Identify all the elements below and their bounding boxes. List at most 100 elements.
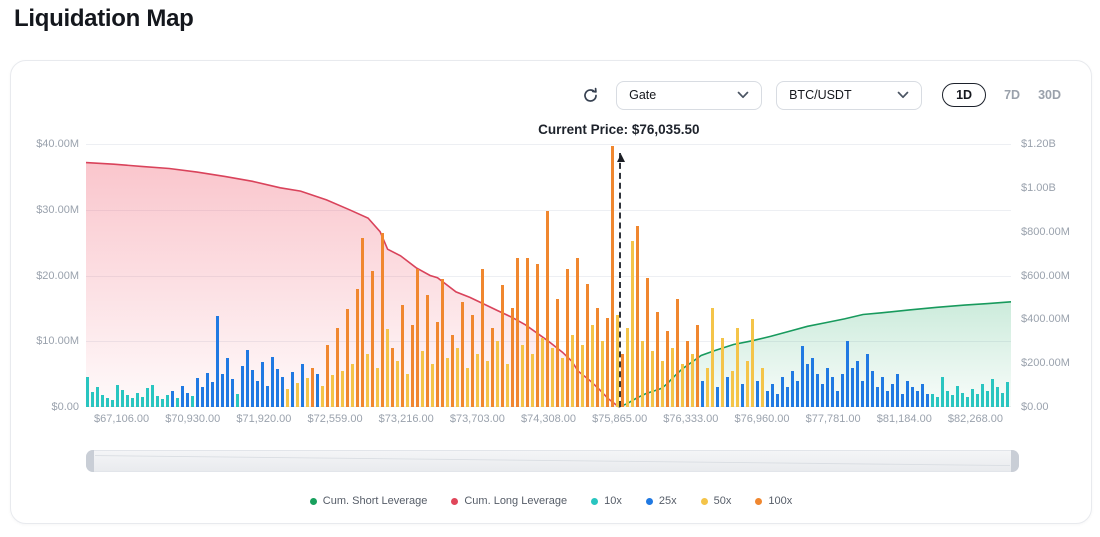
liquidation-bar[interactable]	[826, 367, 829, 407]
liquidation-bar[interactable]	[311, 367, 314, 407]
liquidation-bar[interactable]	[866, 354, 869, 407]
exchange-select[interactable]: Gate	[616, 80, 763, 110]
liquidation-bar[interactable]	[286, 388, 289, 407]
scrollbar-left-handle[interactable]	[86, 450, 94, 472]
liquidation-bar[interactable]	[796, 380, 799, 407]
liquidation-bar[interactable]	[426, 295, 429, 407]
liquidation-bar[interactable]	[386, 328, 389, 407]
liquidation-bar[interactable]	[836, 390, 839, 407]
liquidation-bar[interactable]	[691, 354, 694, 407]
liquidation-bar[interactable]	[151, 385, 154, 407]
liquidation-bar[interactable]	[636, 226, 639, 407]
range-button-7d[interactable]: 7D	[1004, 84, 1020, 106]
liquidation-bar[interactable]	[661, 360, 664, 407]
chart-range-scrollbar[interactable]	[86, 450, 1019, 472]
liquidation-bar[interactable]	[341, 370, 344, 407]
liquidation-bar[interactable]	[786, 387, 789, 407]
liquidation-bar[interactable]	[696, 324, 699, 407]
liquidation-bar[interactable]	[746, 360, 749, 407]
liquidation-bar[interactable]	[521, 344, 524, 407]
liquidation-bar[interactable]	[136, 393, 139, 407]
liquidation-bar[interactable]	[756, 380, 759, 407]
liquidation-bar[interactable]	[266, 385, 269, 407]
liquidation-bar[interactable]	[461, 301, 464, 407]
refresh-button[interactable]	[578, 83, 602, 107]
liquidation-bar[interactable]	[416, 268, 419, 407]
liquidation-bar[interactable]	[536, 264, 539, 407]
legend-item-cum-long-leverage[interactable]: Cum. Long Leverage	[451, 495, 567, 507]
liquidation-bar[interactable]	[856, 360, 859, 407]
liquidation-bar[interactable]	[441, 278, 444, 407]
liquidation-bar[interactable]	[496, 341, 499, 407]
liquidation-bar[interactable]	[326, 344, 329, 407]
liquidation-bar[interactable]	[676, 298, 679, 407]
liquidation-bar[interactable]	[936, 397, 939, 407]
liquidation-bar[interactable]	[831, 377, 834, 407]
legend-item-50x[interactable]: 50x	[700, 495, 731, 507]
liquidation-bar[interactable]	[906, 380, 909, 407]
liquidation-bar[interactable]	[891, 384, 894, 407]
liquidation-bar[interactable]	[116, 384, 119, 407]
liquidation-bar[interactable]	[91, 391, 94, 407]
liquidation-bar[interactable]	[811, 357, 814, 407]
liquidation-bar[interactable]	[586, 284, 589, 407]
liquidation-bar[interactable]	[236, 393, 239, 407]
range-button-1d[interactable]: 1D	[942, 83, 987, 107]
liquidation-bar[interactable]	[436, 321, 439, 407]
liquidation-bar[interactable]	[351, 364, 354, 407]
liquidation-bar[interactable]	[716, 387, 719, 407]
liquidation-bar[interactable]	[376, 367, 379, 407]
liquidation-bar[interactable]	[741, 384, 744, 407]
liquidation-bar[interactable]	[171, 391, 174, 407]
liquidation-bar[interactable]	[396, 360, 399, 407]
liquidation-bar[interactable]	[566, 268, 569, 407]
liquidation-bar[interactable]	[161, 399, 164, 407]
liquidation-bar[interactable]	[421, 351, 424, 407]
liquidation-bar[interactable]	[241, 366, 244, 407]
liquidation-bar[interactable]	[986, 390, 989, 407]
liquidation-bar[interactable]	[641, 341, 644, 407]
liquidation-bar[interactable]	[896, 374, 899, 407]
liquidation-bar[interactable]	[651, 351, 654, 407]
liquidation-bar[interactable]	[546, 211, 549, 407]
liquidation-bar[interactable]	[981, 384, 984, 407]
liquidation-bar[interactable]	[281, 376, 284, 407]
liquidation-bar[interactable]	[96, 386, 99, 407]
liquidation-bar[interactable]	[921, 384, 924, 407]
liquidation-bar[interactable]	[471, 314, 474, 407]
liquidation-bar[interactable]	[871, 370, 874, 407]
liquidation-bar[interactable]	[121, 389, 124, 407]
legend-item-25x[interactable]: 25x	[645, 495, 677, 507]
liquidation-bar[interactable]	[926, 393, 929, 407]
liquidation-bar[interactable]	[486, 360, 489, 407]
legend-item-cum-short-leverage[interactable]: Cum. Short Leverage	[309, 495, 427, 507]
range-button-30d[interactable]: 30D	[1038, 84, 1061, 106]
liquidation-bar[interactable]	[501, 285, 504, 407]
liquidation-bar[interactable]	[611, 145, 614, 407]
liquidation-bar[interactable]	[191, 396, 194, 407]
liquidation-bar[interactable]	[511, 308, 514, 407]
liquidation-bar[interactable]	[916, 390, 919, 407]
liquidation-bar[interactable]	[876, 387, 879, 407]
liquidation-bar[interactable]	[181, 385, 184, 407]
liquidation-bar[interactable]	[491, 328, 494, 407]
liquidation-bar[interactable]	[581, 344, 584, 407]
liquidation-bar[interactable]	[1006, 382, 1009, 407]
liquidation-bar[interactable]	[701, 380, 704, 407]
liquidation-bar[interactable]	[976, 393, 979, 407]
liquidation-bar[interactable]	[276, 368, 279, 407]
liquidation-bar[interactable]	[571, 334, 574, 407]
liquidation-bar[interactable]	[861, 380, 864, 407]
liquidation-bar[interactable]	[366, 354, 369, 407]
liquidation-bar[interactable]	[86, 376, 89, 407]
liquidation-bar[interactable]	[126, 394, 129, 407]
legend-item-100x[interactable]: 100x	[755, 495, 792, 507]
liquidation-bar[interactable]	[321, 385, 324, 407]
liquidation-bar[interactable]	[466, 367, 469, 407]
liquidation-bar[interactable]	[231, 379, 234, 407]
liquidation-bar[interactable]	[726, 377, 729, 407]
pair-select[interactable]: BTC/USDT	[776, 80, 923, 110]
liquidation-bar[interactable]	[821, 384, 824, 407]
liquidation-bar[interactable]	[721, 337, 724, 407]
liquidation-bar[interactable]	[791, 370, 794, 407]
